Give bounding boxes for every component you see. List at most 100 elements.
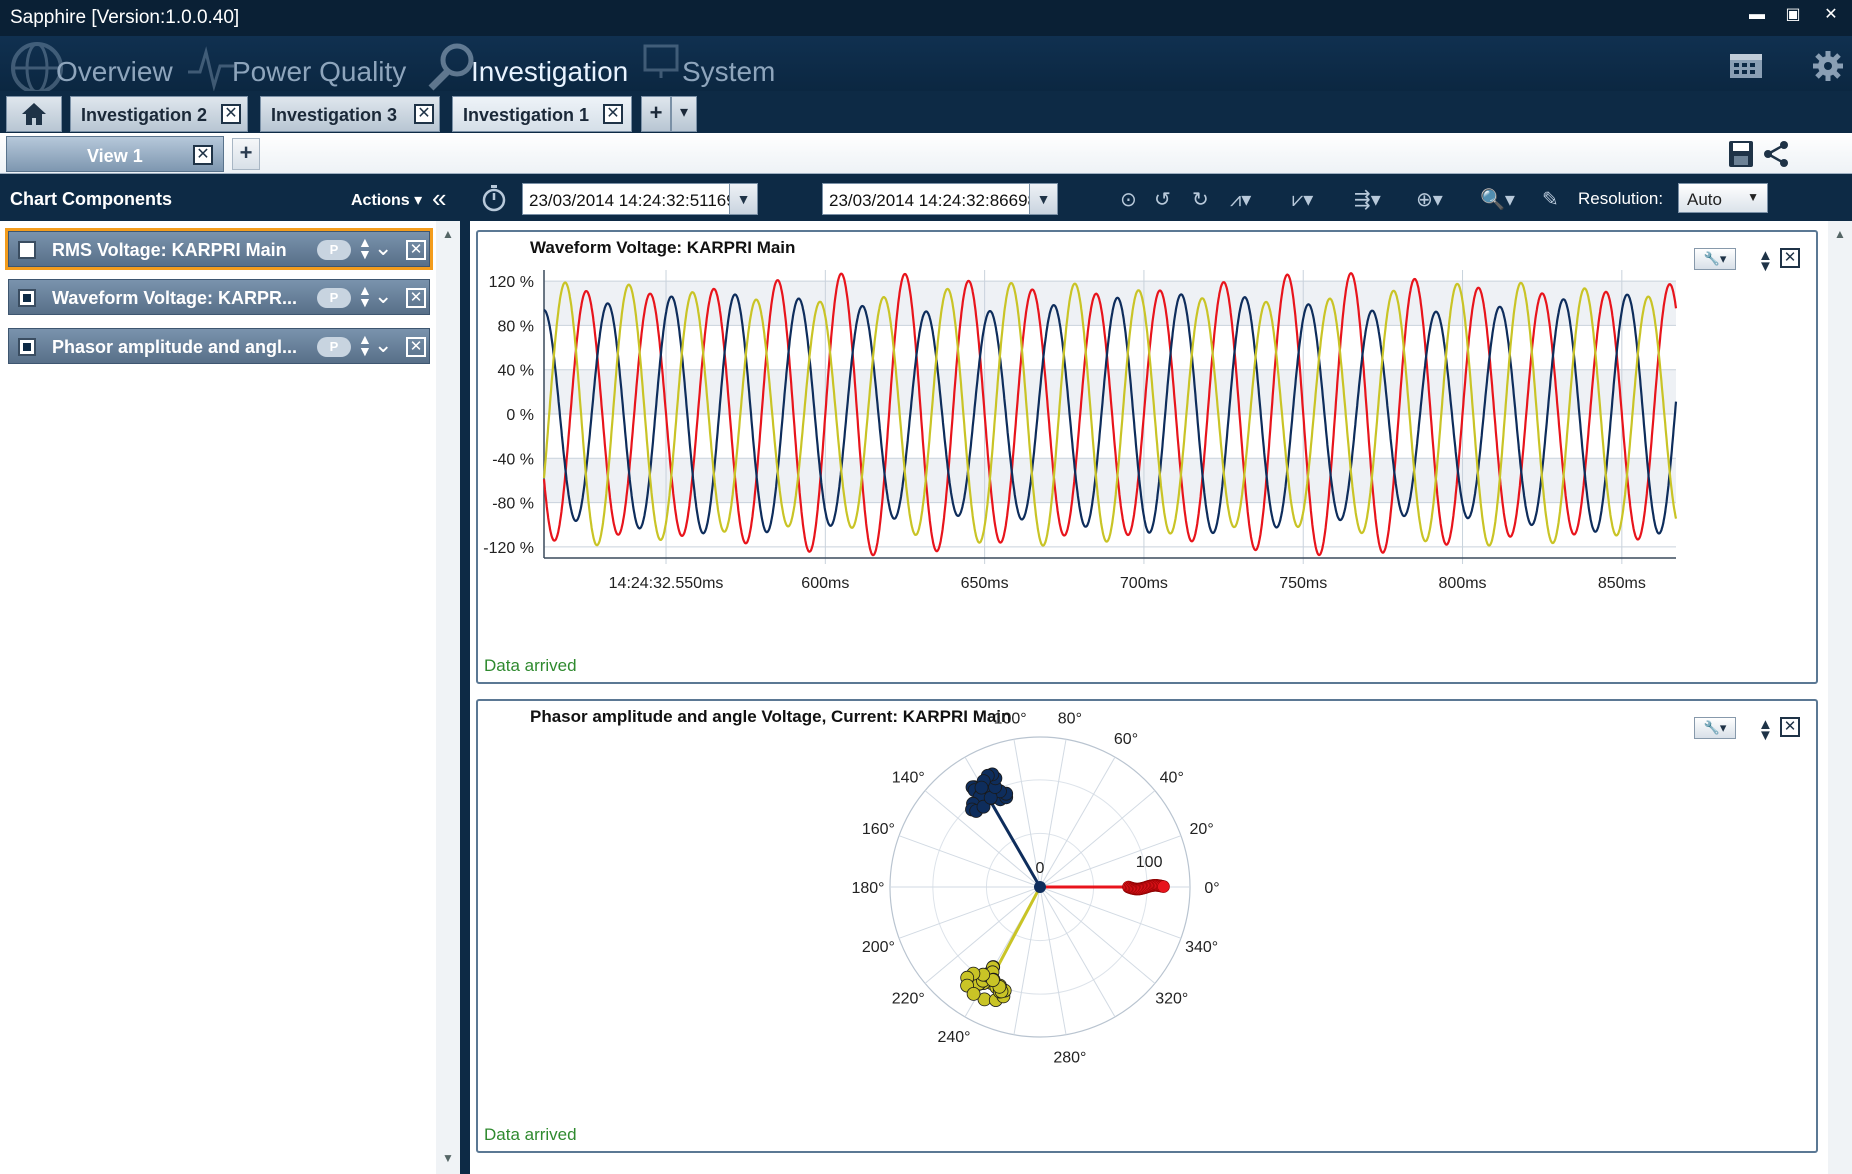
forward-icon[interactable]: ↻ [1192,189,1209,211]
x-tick-label: 700ms [1120,575,1168,592]
play-icon[interactable]: ⊙ [1120,189,1137,211]
chart-settings-button[interactable]: 🔧▾ [1694,717,1736,739]
monitor-icon [643,44,679,78]
end-time-dropdown-icon[interactable]: ▼ [1029,184,1057,214]
gear-icon[interactable] [1812,50,1844,82]
pin-badge[interactable]: P [317,240,351,260]
main-panel: 23/03/2014 14:24:32:511695 ▼ 23/03/2014 … [470,175,1852,1174]
phasor-point [974,780,989,795]
close-chart-icon[interactable]: ✕ [1780,248,1800,268]
maximize-button[interactable]: ▣ [1785,6,1801,23]
close-tab-icon[interactable]: ✕ [414,104,434,124]
component-item[interactable]: Phasor amplitude and angl... P ▲ ▼ ⌄ ✕ [8,328,430,364]
investigation-tab-bar: Investigation 2 ✕ Investigation 3 ✕ Inve… [0,91,1852,133]
start-time-field[interactable]: 23/03/2014 14:24:32:511695 ▼ [522,183,758,215]
component-item[interactable]: RMS Voltage: KARPRI Main P ▲ ▼ ⌄ ✕ [8,231,430,267]
remove-component-icon[interactable]: ✕ [406,240,426,260]
component-item[interactable]: Waveform Voltage: KARPR... P ▲ ▼ ⌄ ✕ [8,279,430,315]
zoom-waveform-out-icon[interactable]: ⩗▾ [1292,189,1314,211]
calendar-icon[interactable] [1728,50,1764,80]
component-checkbox[interactable] [18,289,36,307]
module-tab-system[interactable]: System [682,56,776,87]
zoom-waveform-in-icon[interactable]: ⩘▾ [1230,189,1252,211]
waveform-shift-icon[interactable]: ⇶▾ [1354,189,1381,211]
home-tab[interactable] [6,96,62,132]
reorder-icon[interactable]: ▲ ▼ [358,234,372,262]
y-tick-label: -120 % [483,540,534,557]
component-checkbox[interactable] [18,338,36,356]
minimize-button[interactable]: ▬ [1749,6,1765,23]
polar-spoke [1039,886,1067,1035]
resolution-select[interactable]: Auto ▼ [1678,183,1768,213]
expand-icon[interactable]: ⌄ [374,235,393,260]
chart-status: Data arrived [484,1125,577,1144]
end-time-field[interactable]: 23/03/2014 14:24:32:866984 ▼ [822,183,1058,215]
close-view-icon[interactable]: ✕ [193,145,213,165]
waveform-add-icon[interactable]: ⊕▾ [1416,189,1443,211]
y-tick-label: 80 % [498,318,534,335]
module-tab-investigation[interactable]: Investigation [471,56,629,87]
tab-label: Investigation 3 [271,105,398,125]
stopwatch-icon[interactable] [482,184,506,212]
x-tick-label: 600ms [801,575,849,592]
module-tab-power-quality[interactable]: Power Quality [232,56,407,87]
zoom-icon[interactable]: 🔍▾ [1480,189,1515,211]
resolution-value: Auto [1687,190,1722,209]
tab-investigation-1[interactable]: Investigation 1 ✕ [452,96,632,132]
save-icon[interactable] [1728,140,1754,168]
add-view-button[interactable]: + [232,138,260,170]
share-icon[interactable] [1762,140,1790,168]
angle-label: 20° [1190,821,1214,838]
waveform-chart[interactable]: 120 % 80 % 40 % 0 % -40 % -80 % -120 % 14:24:32… [478,232,1816,652]
reorder-icon[interactable]: ▲ ▼ [358,282,372,310]
add-investigation-button[interactable]: + [641,96,671,132]
module-tab-overview[interactable]: Overview [56,56,173,87]
main-scrollbar[interactable]: ▲ [1828,221,1852,1174]
rewind-icon[interactable]: ↺ [1154,189,1171,211]
pin-badge[interactable]: P [317,288,351,308]
phasor-chart[interactable]: 0° 20° 40° 60° 80° 100° 140° 160° 180° 200° 220° 24… [478,701,1816,1121]
pin-badge[interactable]: P [317,337,351,357]
y-tick-label: 0 % [506,407,534,424]
tab-view-1[interactable]: View 1 ✕ [6,136,224,172]
close-window-button[interactable]: ✕ [1824,6,1838,23]
series-line [542,281,1678,547]
tab-investigation-2[interactable]: Investigation 2 ✕ [70,96,248,132]
polar-spoke [1039,886,1156,984]
tab-label: Investigation 1 [463,105,590,125]
scroll-down-icon[interactable]: ▼ [442,1151,454,1165]
radial-label: 100 [1136,854,1163,871]
chart-status: Data arrived [484,656,577,675]
polar-spoke [924,886,1041,984]
angle-label: 180° [851,880,884,897]
expand-icon[interactable]: ⌄ [374,332,393,357]
scroll-up-icon[interactable]: ▲ [1834,227,1846,241]
component-checkbox[interactable] [18,241,36,259]
left-scrollbar[interactable]: ▲ ▼ [436,221,460,1174]
remove-component-icon[interactable]: ✕ [406,288,426,308]
y-tick-label: -40 % [492,451,534,468]
angle-label: 340° [1185,939,1218,956]
close-tab-icon[interactable]: ✕ [603,104,623,124]
start-time-value: 23/03/2014 14:24:32:511695 [529,191,746,210]
component-label: Phasor amplitude and angl... [52,337,298,357]
close-tab-icon[interactable]: ✕ [221,104,241,124]
remove-component-icon[interactable]: ✕ [406,337,426,357]
start-time-dropdown-icon[interactable]: ▼ [729,184,757,214]
reorder-icon[interactable]: ▲ ▼ [358,331,372,359]
chart-settings-button[interactable]: 🔧▾ [1694,248,1736,270]
actions-menu-button[interactable]: Actions ▾ [351,192,423,209]
scroll-up-icon[interactable]: ▲ [442,227,454,241]
tab-investigation-3[interactable]: Investigation 3 ✕ [260,96,440,132]
collapse-panel-button[interactable]: « [432,183,447,213]
panel-title: Chart Components [10,189,172,209]
expand-icon[interactable]: ⌄ [374,283,393,308]
close-chart-icon[interactable]: ✕ [1780,717,1800,737]
chart-reorder-icon[interactable]: ▲ ▼ [1758,716,1773,744]
chart-reorder-icon[interactable]: ▲ ▼ [1758,247,1773,275]
measure-tool-icon[interactable]: ✎ [1542,189,1559,211]
tab-menu-button[interactable]: ▾ [671,96,697,132]
angle-label: 240° [937,1029,970,1046]
polar-spoke [1039,756,1116,888]
